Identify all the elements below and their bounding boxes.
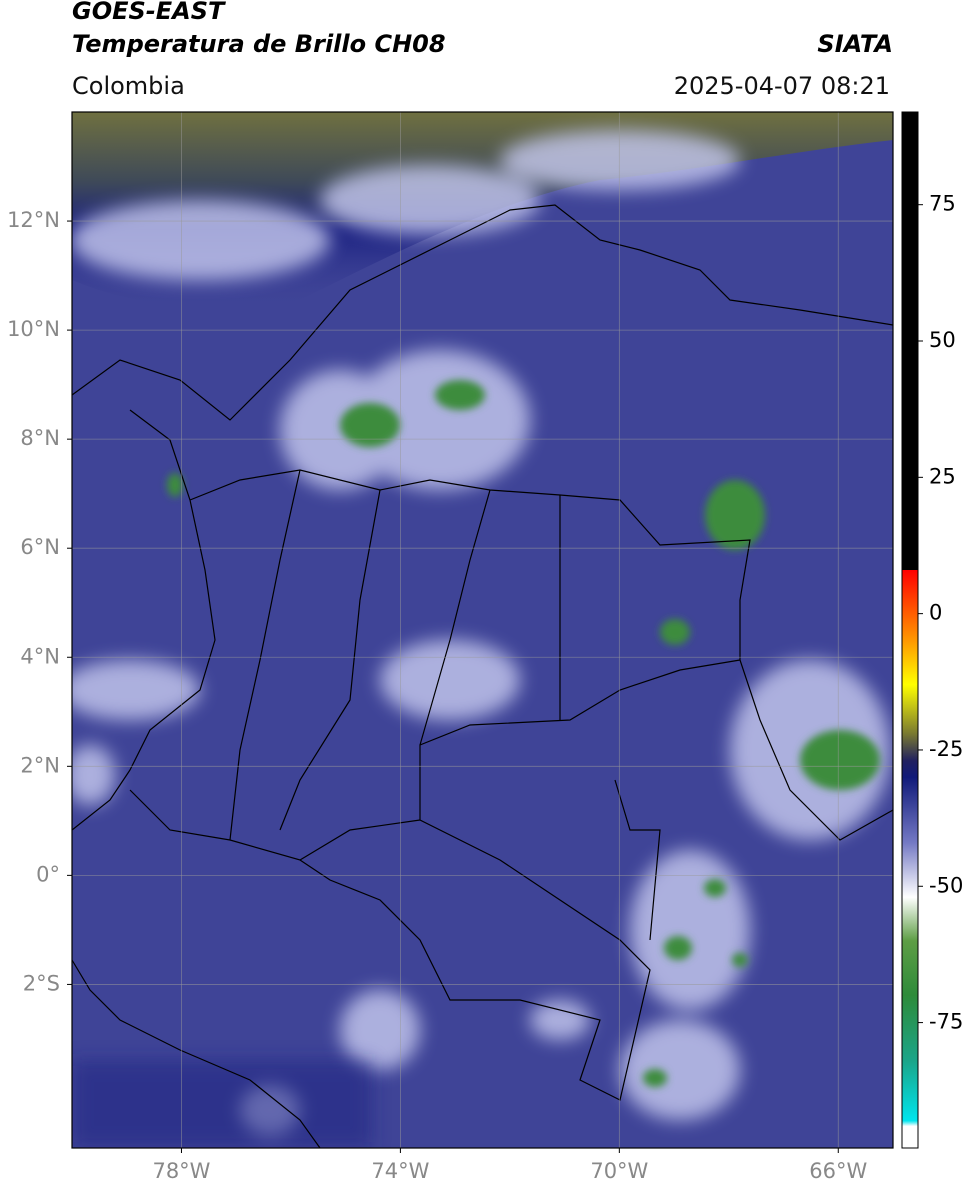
region: Colombia xyxy=(72,72,185,100)
colorbar-tick-label: -50 xyxy=(929,873,963,897)
lat-tick-label: 4°N xyxy=(20,644,60,668)
lon-tick-label: 78°W xyxy=(152,1159,210,1183)
colorbar-tick-label: 75 xyxy=(929,192,956,216)
lon-tick-label: 66°W xyxy=(809,1159,867,1183)
colorbar-tick-label: 25 xyxy=(929,464,956,488)
colorbar-tick-label: 0 xyxy=(929,601,942,625)
colorbar-tick-label: 50 xyxy=(929,328,956,352)
brand: SIATA xyxy=(817,30,893,58)
lat-tick-label: 0° xyxy=(36,862,60,886)
lat-tick-label: 8°N xyxy=(20,426,60,450)
lat-tick-label: 12°N xyxy=(7,208,60,232)
lon-tick-label: 70°W xyxy=(590,1159,648,1183)
colorbar-tick-label: -75 xyxy=(929,1010,963,1034)
colorbar-tick-label: -25 xyxy=(929,737,963,761)
datetime: 2025-04-07 08:21 xyxy=(674,72,890,100)
subtitle: Temperatura de Brillo CH08 xyxy=(72,30,446,58)
title: GOES-EAST xyxy=(72,0,226,25)
satellite-image xyxy=(72,112,893,1148)
colorbar xyxy=(901,111,919,1149)
lat-tick-label: 2°S xyxy=(23,971,60,995)
map-frame xyxy=(71,111,894,1149)
lon-tick-label: 74°W xyxy=(371,1159,429,1183)
lat-tick-label: 10°N xyxy=(7,317,60,341)
lat-tick-label: 2°N xyxy=(20,753,60,777)
lat-tick-label: 6°N xyxy=(20,535,60,559)
